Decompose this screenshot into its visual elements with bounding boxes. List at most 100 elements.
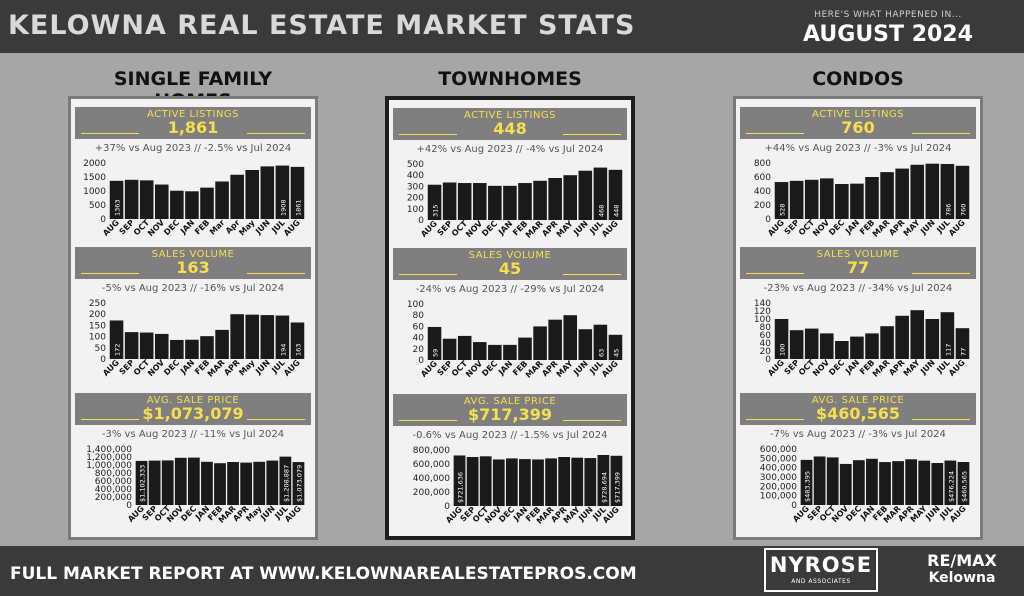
x-tick-label: DEC xyxy=(162,218,181,237)
bar xyxy=(608,169,623,220)
x-tick-label: DEC xyxy=(480,219,499,238)
section-header: ACTIVE LISTINGS 760 xyxy=(740,107,976,139)
y-tick-label: 800,000 xyxy=(95,469,132,479)
y-tick-label: 200 xyxy=(407,194,424,204)
nyrose-logo: NYROSE AND ASSOCIATES xyxy=(764,548,878,592)
bar xyxy=(548,178,562,220)
bar xyxy=(154,184,169,219)
bar xyxy=(835,341,849,359)
bar-chart: 0200,000400,000600,000800,0001,000,0001,… xyxy=(86,445,305,525)
bar xyxy=(457,183,472,220)
y-tick-label: 2000 xyxy=(83,159,106,169)
y-tick-label: 300 xyxy=(407,182,424,192)
bar xyxy=(518,337,532,360)
section-header: SALES VOLUME 45 xyxy=(393,248,627,280)
section-value: 45 xyxy=(498,259,522,278)
bar xyxy=(852,460,865,505)
x-tick-label: JAN xyxy=(843,358,861,376)
y-tick-label: 600,000 xyxy=(760,445,797,455)
section-value: $460,565 xyxy=(815,404,900,423)
x-tick-label: JUN xyxy=(253,358,272,377)
x-tick-label: NOV xyxy=(811,217,832,238)
y-tick-label: 250 xyxy=(89,299,106,309)
x-tick-label: MAR xyxy=(524,359,545,380)
y-tick-label: 20 xyxy=(760,347,772,357)
bar xyxy=(109,320,124,359)
x-tick-label: JUN xyxy=(918,218,937,237)
bar-value-label: $728,694 xyxy=(600,472,608,503)
bar xyxy=(139,180,154,219)
bar-chart: 020406080100120140100AUGSEPOCTNOVDECJANF… xyxy=(754,299,970,379)
y-tick-label: 100 xyxy=(89,333,106,343)
bar xyxy=(597,454,610,506)
bar xyxy=(427,184,442,220)
bar xyxy=(610,455,623,506)
bar-value-label: 59 xyxy=(432,349,440,357)
bar-value-label: 1363 xyxy=(114,199,122,216)
y-tick-label: 1,400,000 xyxy=(86,445,132,455)
bar xyxy=(593,167,608,220)
y-tick-label: 0 xyxy=(765,215,771,225)
bar xyxy=(940,312,955,359)
section-header: AVG. SALE PRICE $1,073,079 xyxy=(75,393,311,425)
bar xyxy=(545,458,557,506)
y-tick-label: 200,000 xyxy=(413,488,450,498)
bar xyxy=(427,326,442,360)
bar xyxy=(819,333,834,359)
comparison-text: +37% vs Aug 2023 // -2.5% vs Jul 2024 xyxy=(94,143,292,154)
x-tick-label: NOV xyxy=(146,357,167,378)
y-tick-label: 100 xyxy=(407,300,424,310)
y-tick-label: 200,000 xyxy=(95,493,132,503)
bar xyxy=(839,463,852,505)
bar-chart: 05001000150020001363AUGSEPOCTNOVDECJANFE… xyxy=(83,159,305,238)
bar xyxy=(245,170,260,219)
bar xyxy=(593,324,608,360)
bar xyxy=(548,319,562,360)
bar xyxy=(466,457,479,506)
bar-value-label: $483,395 xyxy=(804,471,812,502)
y-tick-label: 100 xyxy=(754,315,771,325)
x-tick-label: MAR xyxy=(206,358,227,379)
bar-value-label: 77 xyxy=(959,348,967,356)
bar-chart: 0200400600800528AUGSEPOCTNOVDECJANFEBMAR… xyxy=(754,159,970,239)
bar-value-label: $721,636 xyxy=(457,472,465,503)
bar-value-label: 1908 xyxy=(279,199,287,216)
bar xyxy=(558,457,571,506)
bar xyxy=(503,344,517,360)
bar xyxy=(957,462,970,505)
bar-chart: 0100,000200,000300,000400,000500,000600,… xyxy=(760,445,970,525)
bar-chart: 050100150200250172AUGSEPOCTNOVDECJANFEBM… xyxy=(89,299,305,379)
y-tick-label: 0 xyxy=(100,355,106,365)
x-tick-label: JUN xyxy=(571,359,590,378)
bar xyxy=(275,165,290,219)
x-tick-label: MAR xyxy=(524,219,545,240)
x-tick-label: DEC xyxy=(162,358,181,377)
bar xyxy=(170,339,184,359)
x-tick-label: AUG xyxy=(600,219,620,239)
y-tick-label: 400,000 xyxy=(413,474,450,484)
y-tick-label: 50 xyxy=(95,344,107,354)
bar xyxy=(214,463,226,505)
bar xyxy=(442,182,457,220)
y-tick-label: 400 xyxy=(754,187,771,197)
x-tick-label: DEC xyxy=(827,218,846,237)
section-label: SALES VOLUME xyxy=(151,249,235,260)
comparison-text: +44% vs Aug 2023 // -3% vs Jul 2024 xyxy=(764,143,952,154)
footer-link-text[interactable]: FULL MARKET REPORT AT WWW.KELOWNAREALEST… xyxy=(10,564,637,584)
bar-value-label: 315 xyxy=(432,205,440,217)
y-tick-label: 60 xyxy=(413,322,425,332)
bar xyxy=(880,326,894,359)
y-tick-label: 200 xyxy=(89,310,106,320)
bar xyxy=(519,459,531,506)
x-tick-label: JUN xyxy=(571,219,590,238)
x-tick-label: JUN xyxy=(918,358,937,377)
remax-logo: RE/MAX Kelowna xyxy=(906,552,1018,587)
bar xyxy=(161,460,174,505)
y-tick-label: 500,000 xyxy=(760,454,797,464)
bar xyxy=(290,166,305,219)
x-tick-label: MAY xyxy=(902,218,922,238)
x-tick-label: MAY xyxy=(555,359,575,379)
bar xyxy=(174,457,187,505)
column-title: CONDOS xyxy=(812,68,904,90)
bar-value-label: $1,102,333 xyxy=(139,465,147,502)
